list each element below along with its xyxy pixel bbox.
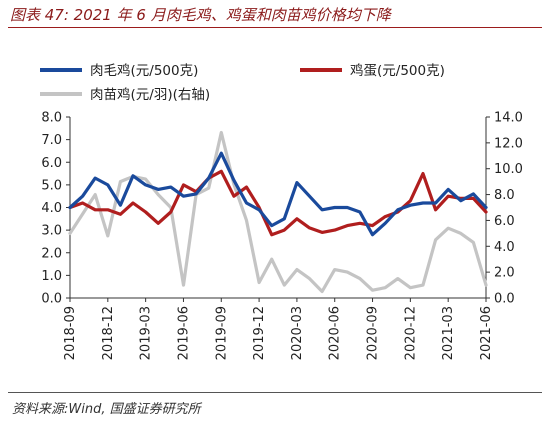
y-left-tick-label: 4.0 [41,201,62,216]
source-note: 资料来源:Wind, 国盛证券研究所 [12,402,201,417]
x-tick-label: 2020-09 [366,306,381,360]
y-right-tick-label: 4.0 [494,240,515,255]
y-right-tick-label: 6.0 [494,214,515,229]
x-tick-label: 2020-06 [328,306,343,360]
chart: 肉毛鸡(元/500克) 鸡蛋(元/500克) 肉苗鸡(元/羽)(右轴) 0.0 1… [40,62,523,360]
series-line-broiler [68,151,488,237]
y-left-tick-label: 2.0 [41,246,62,261]
x-tick-label: 2020-12 [403,306,418,360]
y-right-tick-label: 0.0 [494,292,515,307]
y-right-tick-label: 12.0 [494,136,523,151]
y-left-tick-label: 3.0 [41,224,62,239]
y-left-tick-label: 1.0 [41,269,62,284]
x-tick-label: 2020-03 [290,306,305,360]
legend: 肉毛鸡(元/500克) 鸡蛋(元/500克) 肉苗鸡(元/羽)(右轴) [40,62,445,103]
legend-label-egg: 鸡蛋(元/500克) [350,62,445,79]
x-tick-label: 2019-09 [214,306,229,360]
y-left-tick-label: 5.0 [41,178,62,193]
x-tick-label: 2021-06 [479,306,494,360]
y-left-tick-label: 8.0 [41,111,62,126]
x-tick-label: 2019-12 [252,306,267,360]
y-right-tick-label: 10.0 [494,162,523,177]
y-left-tick-label: 0.0 [41,292,62,307]
legend-label-broiler: 肉毛鸡(元/500克) [90,62,198,79]
y-left-tick-label: 6.0 [41,156,62,171]
y-right-tick-label: 8.0 [494,188,515,203]
series-line-chick [68,130,488,294]
x-tick-label: 2021-03 [441,306,456,360]
y-left-tick-label: 7.0 [41,133,62,148]
y-right-tick-label: 2.0 [494,266,515,281]
y-right-tick-label: 14.0 [494,111,523,126]
figure-title: 图表 47: 2021 年 6 月肉毛鸡、鸡蛋和肉苗鸡价格均下降 [10,6,391,24]
title-rule [8,27,542,28]
x-tick-label: 2018-09 [63,306,78,360]
legend-label-chick: 肉苗鸡(元/羽)(右轴) [90,86,210,103]
x-tick-label: 2019-03 [139,306,154,360]
source-rule [8,392,542,393]
x-tick-label: 2018-12 [101,306,116,360]
series-line-egg [68,169,488,237]
x-tick-label: 2019-06 [176,306,191,360]
